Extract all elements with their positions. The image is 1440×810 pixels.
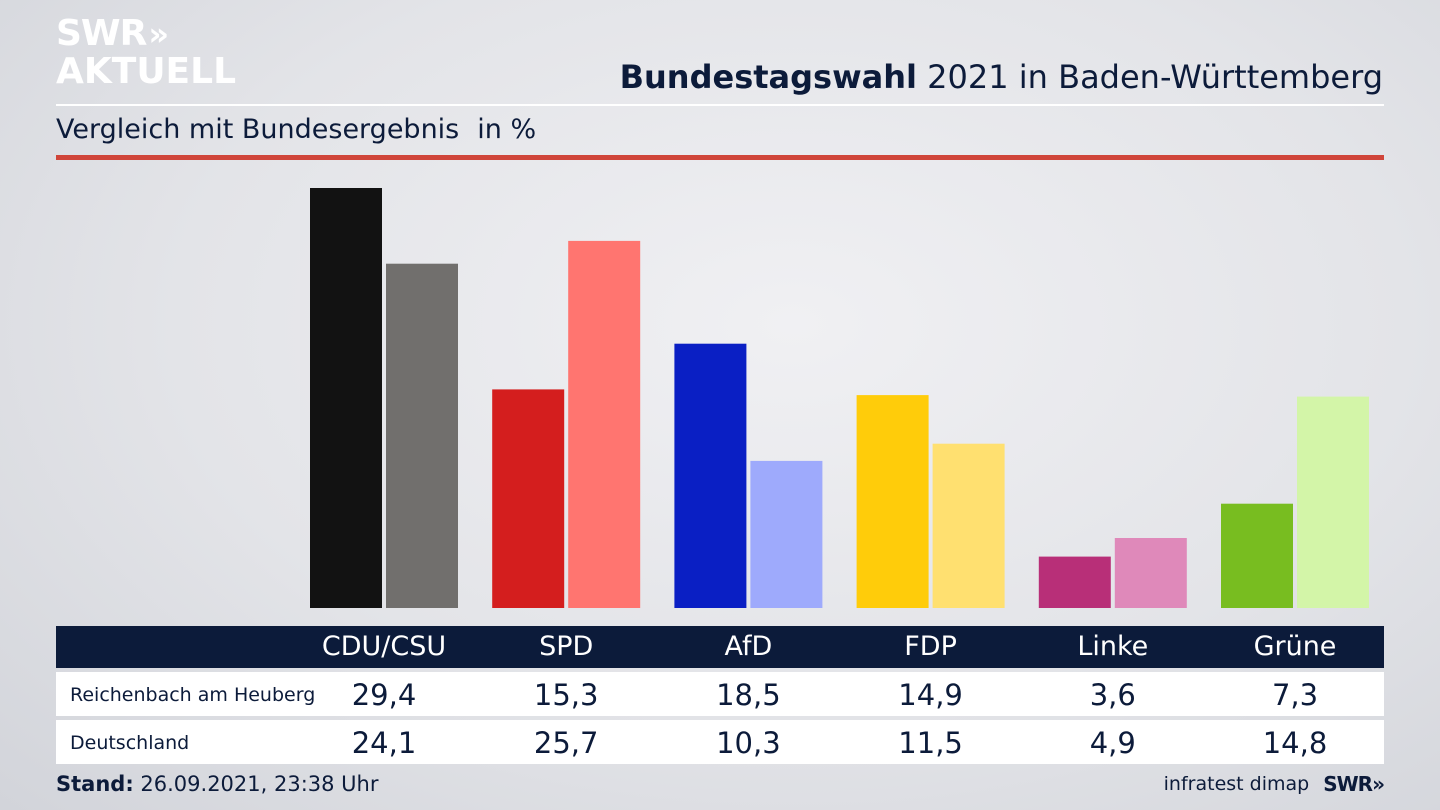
table-cell-fdp: 11,5 <box>898 726 963 760</box>
party-header-row: CDU/CSU SPD AfD FDP Linke Grüne <box>56 626 1384 668</box>
column-header-afd: AfD <box>724 631 773 662</box>
bar-gr-ne-reichenbach <box>1221 503 1293 608</box>
results-table: CDU/CSU SPD AfD FDP Linke Grüne Reichenbach a… <box>56 626 1384 764</box>
chart-title-rest: 2021 in Baden-Württemberg <box>916 58 1383 96</box>
swr-footer-logo: SWR» <box>1323 772 1385 796</box>
table-row-deutschland: Deutschland 24,1 25,7 10,3 11,5 4,9 14,8 <box>56 720 1384 764</box>
table-cell-cdu-csu: 24,1 <box>351 726 417 760</box>
table-cell-spd: 15,3 <box>533 678 599 712</box>
table-cell-fdp: 14,9 <box>898 678 963 712</box>
bar-chart <box>310 188 1369 608</box>
logo-aktuell-text: AKTUELL <box>56 51 237 92</box>
unit-label: in % <box>477 114 537 145</box>
row-label: Reichenbach am Heuberg <box>70 684 316 706</box>
bar-linke-reichenbach <box>1038 556 1111 608</box>
bar-fdp-deutschland <box>932 443 1005 608</box>
table-cell-gr-ne: 14,8 <box>1262 726 1328 760</box>
source-text: infratest dimap <box>1163 773 1310 795</box>
bar-afd-reichenbach <box>674 343 747 608</box>
column-header-gr-ne: Grüne <box>1253 631 1337 662</box>
bar-spd-reichenbach <box>492 389 565 608</box>
bar-cdu-csu-reichenbach <box>310 188 382 608</box>
column-header-spd: SPD <box>539 631 594 662</box>
logo-swr-text: SWR <box>56 13 147 54</box>
bar-gr-ne-deutschland <box>1297 396 1369 608</box>
column-header-fdp: FDP <box>904 631 957 662</box>
timestamp: Stand: 26.09.2021, 23:38 Uhr <box>56 772 379 796</box>
title-divider <box>56 104 1384 106</box>
table-cell-cdu-csu: 29,4 <box>351 678 417 712</box>
bar-cdu-csu-deutschland <box>386 263 458 608</box>
swr-aktuell-logo: SWR» AKTUELL <box>56 16 236 90</box>
bar-linke-deutschland <box>1114 538 1187 608</box>
subtitle-divider <box>56 155 1384 160</box>
stand-value: 26.09.2021, 23:38 Uhr <box>133 772 379 796</box>
bar-fdp-reichenbach <box>856 395 929 608</box>
bar-afd-deutschland <box>750 460 823 608</box>
row-label: Deutschland <box>70 732 190 754</box>
source-credit: infratest dimap SWR» <box>1163 772 1385 796</box>
stand-label: Stand: <box>56 772 134 796</box>
table-row-reichenbach: Reichenbach am Heuberg 29,4 15,3 18,5 14,9 3… <box>56 672 1384 716</box>
table-cell-gr-ne: 7,3 <box>1271 678 1319 712</box>
column-header-linke: Linke <box>1077 631 1149 662</box>
chart-subtitle: Vergleich mit Bundesergebnis in % <box>56 114 536 145</box>
table-cell-afd: 10,3 <box>716 726 781 760</box>
chart-title-bold: Bundestagswahl <box>619 58 917 96</box>
table-cell-linke: 3,6 <box>1089 678 1136 712</box>
chart-title: Bundestagswahl 2021 in Baden-Württemberg <box>620 58 1383 96</box>
bar-spd-deutschland <box>568 240 641 608</box>
table-cell-spd: 25,7 <box>533 726 599 760</box>
table-cell-afd: 18,5 <box>716 678 781 712</box>
column-header-cdu-csu: CDU/CSU <box>321 631 447 662</box>
table-cell-linke: 4,9 <box>1089 726 1136 760</box>
subtitle-text: Vergleich mit Bundesergebnis <box>56 114 460 145</box>
